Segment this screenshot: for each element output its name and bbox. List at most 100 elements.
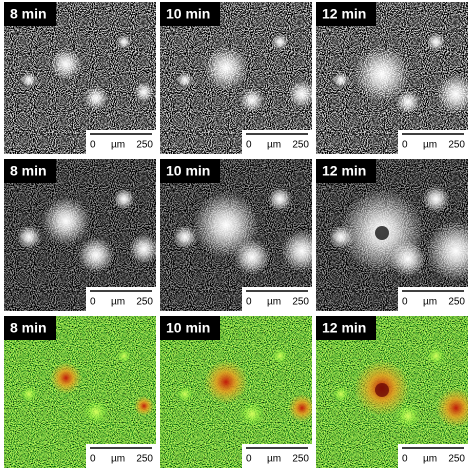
image-content — [160, 316, 312, 468]
scale-unit: µm — [267, 454, 281, 465]
bright-spot — [117, 35, 131, 49]
bright-spot — [436, 74, 468, 114]
time-label: 8 min — [10, 163, 47, 179]
bright-spot — [177, 72, 193, 88]
scale-end: 250 — [292, 297, 309, 308]
bright-spot — [84, 86, 108, 110]
dark-core — [375, 383, 389, 397]
time-label: 8 min — [10, 6, 47, 22]
bright-spot — [84, 400, 108, 424]
time-label: 12 min — [322, 163, 366, 179]
bright-spot — [272, 34, 288, 50]
scale-unit: µm — [267, 140, 281, 151]
bright-spot — [333, 386, 349, 402]
time-label: 8 min — [10, 320, 47, 336]
scale-unit: µm — [423, 140, 437, 151]
scale-start: 0 — [402, 454, 408, 465]
image-content — [316, 159, 468, 311]
scale-end: 250 — [448, 454, 465, 465]
bright-spot — [240, 402, 264, 426]
scale-start: 0 — [402, 140, 408, 151]
bright-spot — [17, 225, 41, 249]
image-content — [316, 316, 468, 468]
time-label-box — [160, 2, 220, 26]
time-label-box — [160, 316, 220, 340]
bright-spot — [427, 33, 445, 51]
scale-end: 250 — [292, 140, 309, 151]
bright-spot — [272, 348, 288, 364]
scale-start: 0 — [246, 140, 252, 151]
bright-spot — [288, 80, 312, 108]
time-label: 10 min — [166, 6, 210, 22]
time-label-box — [4, 2, 56, 26]
scale-start: 0 — [90, 297, 96, 308]
bright-spot — [396, 404, 420, 428]
image-panel: 12 min 0 µm 250 — [316, 316, 468, 468]
bright-spot — [21, 72, 37, 88]
bright-spot — [50, 48, 82, 80]
image-content — [316, 2, 468, 154]
scale-start: 0 — [402, 297, 408, 308]
time-label: 10 min — [166, 163, 210, 179]
time-label-box — [160, 159, 220, 183]
bright-spot — [281, 230, 312, 272]
scale-end: 250 — [136, 140, 153, 151]
bright-spot — [42, 197, 90, 245]
image-panel: 12 min 0 µm 250 — [316, 2, 468, 154]
image-panel: 8 min 0 µm 250 — [4, 159, 156, 311]
bright-spot — [422, 185, 450, 213]
image-content — [160, 159, 312, 311]
image-panel: 8 min 0 µm 250 — [4, 2, 156, 154]
image-panel: 10 min 0 µm 250 — [160, 2, 312, 154]
bright-spot — [134, 82, 154, 102]
time-label: 10 min — [166, 320, 210, 336]
scale-unit: µm — [423, 454, 437, 465]
bright-spot — [78, 237, 114, 273]
scale-unit: µm — [267, 297, 281, 308]
bright-spot — [129, 234, 156, 264]
time-label-box — [316, 2, 376, 26]
scale-end: 250 — [136, 454, 153, 465]
time-label-box — [4, 159, 56, 183]
bright-spot — [240, 88, 264, 112]
bright-spot — [390, 241, 426, 277]
bright-spot — [436, 388, 468, 428]
bright-spot — [204, 360, 248, 404]
bright-spot — [50, 362, 82, 394]
bright-spot — [333, 72, 349, 88]
bright-spot — [21, 386, 37, 402]
scale-end: 250 — [292, 454, 309, 465]
scale-end: 250 — [448, 297, 465, 308]
time-label-box — [316, 159, 376, 183]
bright-spot — [204, 46, 248, 90]
image-content — [4, 316, 156, 468]
time-label: 12 min — [322, 320, 366, 336]
image-content — [160, 2, 312, 154]
scale-end: 250 — [448, 140, 465, 151]
scale-unit: µm — [111, 140, 125, 151]
bright-spot — [177, 386, 193, 402]
scale-start: 0 — [246, 297, 252, 308]
bright-spot — [234, 239, 270, 275]
bright-spot — [396, 90, 420, 114]
bright-spot — [268, 187, 292, 211]
scale-end: 250 — [136, 297, 153, 308]
time-label-box — [316, 316, 376, 340]
bright-spot — [113, 188, 135, 210]
bright-spot — [134, 396, 154, 416]
scale-unit: µm — [111, 297, 125, 308]
scale-start: 0 — [246, 454, 252, 465]
scale-unit: µm — [423, 297, 437, 308]
image-panel: 10 min 0 µm 250 — [160, 159, 312, 311]
time-label-box — [4, 316, 56, 340]
image-content — [4, 2, 156, 154]
image-panel: 12 min 0 µm 250 — [316, 159, 468, 311]
bright-spot — [288, 394, 312, 422]
time-label: 12 min — [322, 6, 366, 22]
image-panel: 8 min 0 µm 250 — [4, 316, 156, 468]
image-content — [4, 159, 156, 311]
bright-spot — [426, 221, 468, 281]
bright-spot — [427, 347, 445, 365]
